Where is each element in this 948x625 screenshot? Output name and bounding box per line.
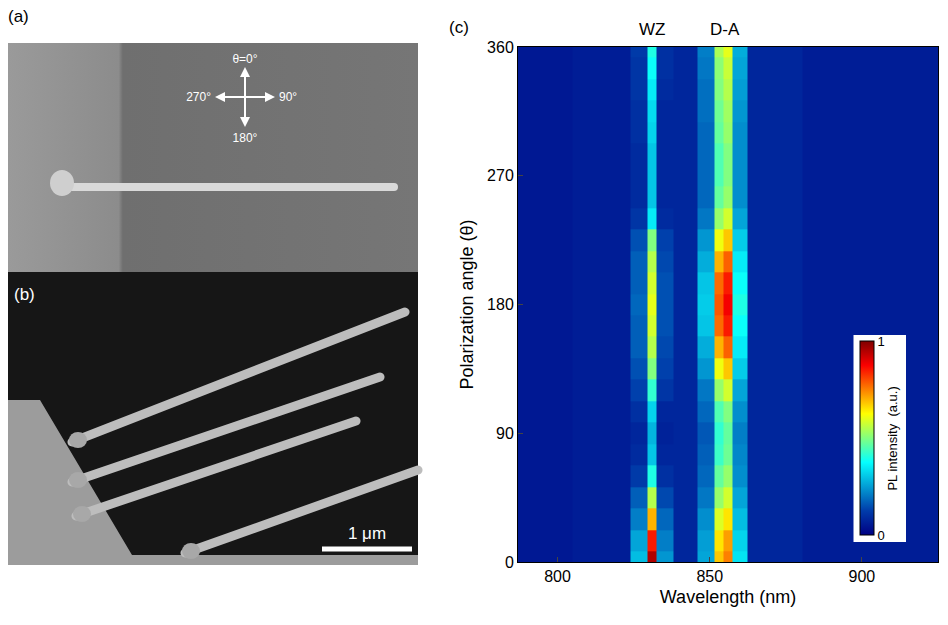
svg-text:(a): (a) bbox=[8, 7, 29, 26]
svg-text:0: 0 bbox=[878, 528, 885, 543]
svg-text:(c): (c) bbox=[449, 18, 469, 37]
svg-text:(b): (b) bbox=[14, 285, 35, 304]
svg-text:WZ: WZ bbox=[639, 20, 665, 39]
svg-text:800: 800 bbox=[544, 568, 571, 585]
svg-text:θ=0°: θ=0° bbox=[232, 52, 257, 66]
svg-text:180°: 180° bbox=[233, 131, 258, 145]
svg-text:90: 90 bbox=[496, 425, 514, 442]
svg-text:270: 270 bbox=[487, 167, 514, 184]
svg-text:360: 360 bbox=[487, 39, 514, 56]
svg-text:900: 900 bbox=[849, 568, 876, 585]
svg-text:Wavelength (nm): Wavelength (nm) bbox=[660, 587, 796, 607]
svg-text:0: 0 bbox=[505, 554, 514, 571]
svg-text:1 μm: 1 μm bbox=[348, 524, 386, 543]
svg-text:D-A: D-A bbox=[710, 20, 740, 39]
svg-text:180: 180 bbox=[487, 296, 514, 313]
svg-text:PL intensity (a.u.): PL intensity (a.u.) bbox=[885, 386, 900, 490]
svg-text:850: 850 bbox=[696, 568, 723, 585]
svg-text:Polarization angle (θ): Polarization angle (θ) bbox=[457, 219, 477, 389]
svg-text:90°: 90° bbox=[279, 90, 297, 104]
svg-text:270°: 270° bbox=[186, 90, 211, 104]
svg-text:1: 1 bbox=[878, 334, 885, 349]
